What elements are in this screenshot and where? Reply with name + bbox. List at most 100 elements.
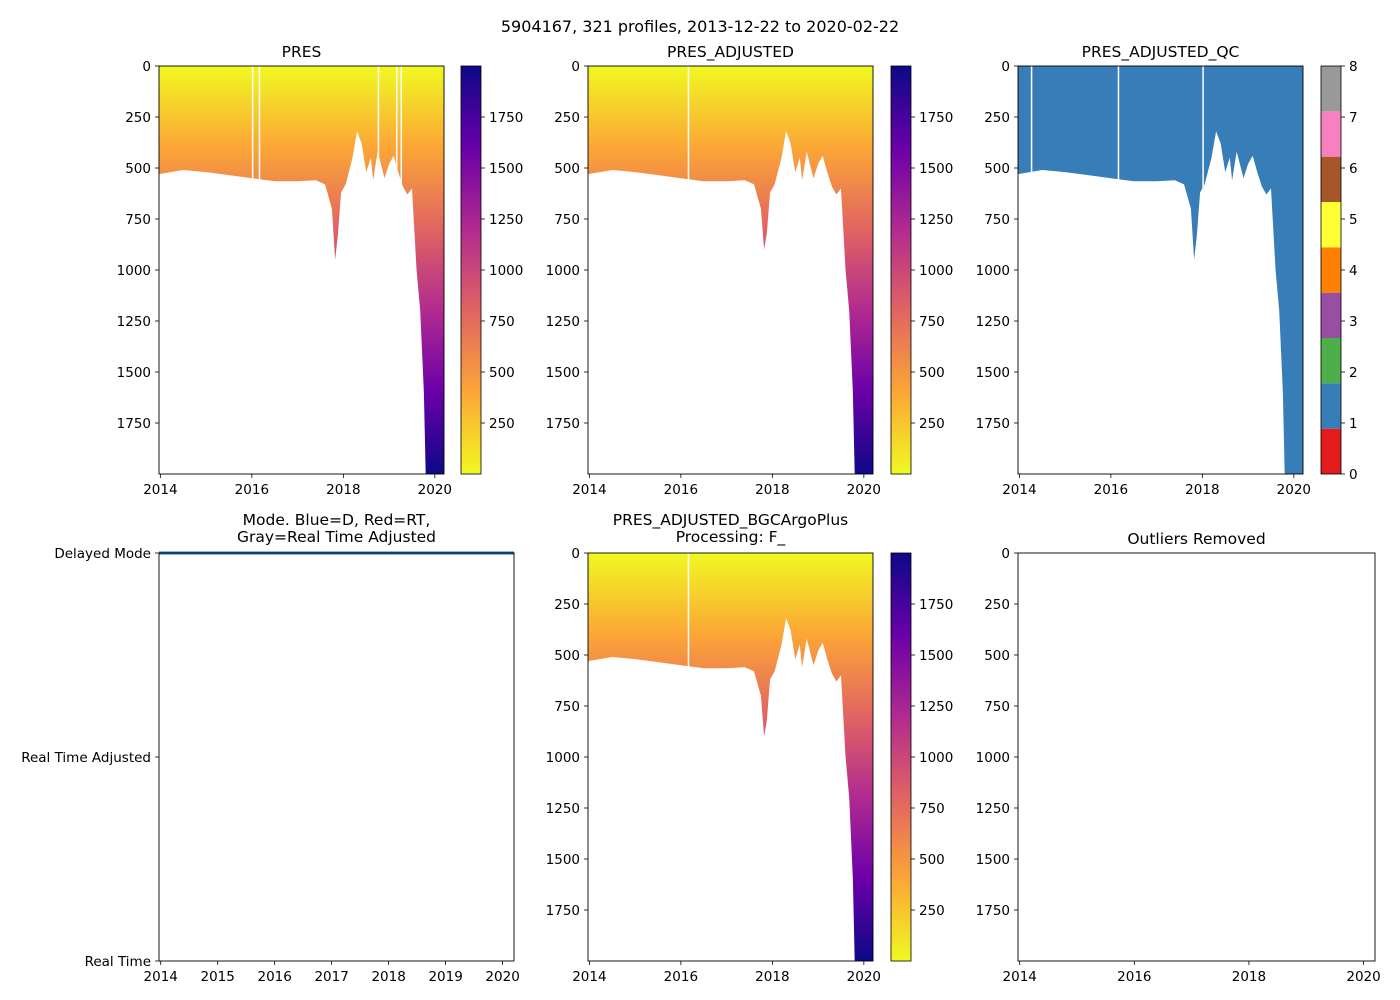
y-tick-label: 0	[1001, 546, 1010, 562]
x-tick-label: 2016	[257, 969, 291, 985]
panel-outliers-removed: Outliers Removed 0 250 500 750 1000 1250 1500 17…	[976, 530, 1381, 985]
x-tick-label: 2016	[664, 482, 698, 498]
y-tick-label: 1000	[976, 263, 1010, 279]
x-tick-label: 2016	[1094, 482, 1128, 498]
plot-content	[588, 553, 873, 961]
data-gap	[1202, 66, 1204, 201]
y-tick-label: Real Time Adjusted	[21, 750, 151, 766]
x-tick-label: 2018	[1232, 969, 1266, 985]
x-tick-label: 2014	[572, 482, 606, 498]
colorbar-tick-label: 4	[1349, 263, 1358, 279]
colorbar-tick-label: 250	[919, 903, 945, 919]
colorbar-tick-label: 8	[1349, 59, 1358, 75]
colorbar-segment	[1321, 247, 1341, 293]
y-tick-label: 1000	[546, 263, 580, 279]
axes-frame	[587, 65, 874, 475]
data-gap	[687, 66, 690, 201]
x-tick-label: 2018	[755, 482, 789, 498]
y-tick-label: Delayed Mode	[54, 546, 151, 562]
colorbar-tick-label: 1500	[919, 161, 953, 177]
y-tick-label: 1000	[117, 263, 151, 279]
y-tick-label: 1750	[546, 903, 580, 919]
data-gap	[395, 66, 398, 201]
figure-title: 5904167, 321 profiles, 2013-12-22 to 202…	[501, 17, 899, 36]
data-fill-region	[588, 66, 873, 474]
colorbar-tick-label: 500	[919, 365, 945, 381]
data-gap	[687, 553, 690, 688]
y-tick-label: 250	[554, 110, 580, 126]
colorbar-tick-label: 1750	[919, 110, 953, 126]
colorbar-segment	[1321, 383, 1341, 429]
panel-title: PRES_ADJUSTED_QC	[1082, 43, 1240, 62]
panel-title-line: Mode. Blue=D, Red=RT,	[243, 511, 431, 529]
x-tick-label: 2016	[1117, 969, 1151, 985]
y-tick-label: 1750	[976, 416, 1010, 432]
data-gap	[400, 66, 403, 201]
colorbar-tick-label: 1250	[919, 699, 953, 715]
colorbar-segment	[1321, 428, 1341, 474]
y-tick-label: 1250	[976, 801, 1010, 817]
axes-frame	[1017, 552, 1376, 962]
y-tick-label: 1250	[117, 314, 151, 330]
panel-title-line: Processing: F_	[676, 528, 786, 547]
colorbar-tick-label: 250	[489, 416, 515, 432]
colorbar-tick-label: 1	[1349, 416, 1358, 432]
x-tick-label: 2016	[235, 482, 269, 498]
colorbar-tick-label: 500	[489, 365, 515, 381]
y-tick-label: 250	[984, 110, 1010, 126]
colorbar-tick-label: 3	[1349, 314, 1358, 330]
x-tick-label: 2017	[314, 969, 348, 985]
y-tick-label: 250	[984, 597, 1010, 613]
y-tick-label: 500	[984, 648, 1010, 664]
y-tick-label: 1500	[546, 365, 580, 381]
colorbar-tick-label: 750	[919, 801, 945, 817]
data-fill-region	[588, 553, 873, 961]
colorbar-tick-label: 750	[489, 314, 515, 330]
colorbar-tick-label: 1750	[919, 597, 953, 613]
plot-content	[159, 66, 444, 474]
colorbar-tick-label: 1500	[489, 161, 523, 177]
y-tick-label: 1500	[976, 365, 1010, 381]
data-gap	[258, 66, 261, 201]
x-tick-label: 2014	[143, 482, 177, 498]
y-tick-label: 750	[554, 212, 580, 228]
colorbar-tick-label: 0	[1349, 467, 1358, 483]
data-gap	[1030, 66, 1033, 201]
x-tick-label: 2014	[572, 969, 606, 985]
colorbar-tick-label: 1500	[919, 648, 953, 664]
colorbar-tick-label: 1750	[489, 110, 523, 126]
axes-frame	[158, 552, 515, 962]
y-tick-label: 500	[125, 161, 151, 177]
x-tick-label: 2016	[664, 969, 698, 985]
x-tick-label: 2018	[371, 969, 405, 985]
colorbar-tick-label: 5	[1349, 212, 1358, 228]
panel-title-line: Gray=Real Time Adjusted	[237, 528, 436, 546]
y-tick-label: 1750	[117, 416, 151, 432]
colorbar-segment	[1321, 292, 1341, 338]
y-tick-label: 1000	[546, 750, 580, 766]
colorbar-segment	[1321, 111, 1341, 157]
colorbar-segment	[1321, 156, 1341, 202]
colorbar-tick-label: 1000	[489, 263, 523, 279]
y-tick-label: Real Time	[85, 954, 151, 970]
colorbar	[890, 552, 912, 962]
x-tick-label: 2020	[847, 482, 881, 498]
y-tick-label: 1250	[976, 314, 1010, 330]
x-tick-label: 2020	[1346, 969, 1380, 985]
y-tick-label: 500	[984, 161, 1010, 177]
y-tick-label: 1000	[976, 750, 1010, 766]
y-tick-label: 1500	[546, 852, 580, 868]
y-tick-label: 0	[571, 546, 580, 562]
colorbar-tick-label: 1250	[489, 212, 523, 228]
colorbar-tick-label: 1000	[919, 263, 953, 279]
y-tick-label: 1500	[976, 852, 1010, 868]
x-tick-label: 2015	[201, 969, 235, 985]
y-tick-label: 500	[554, 648, 580, 664]
data-gap	[1117, 66, 1120, 201]
x-tick-label: 2020	[418, 482, 452, 498]
panel-pres-adjusted: PRES_ADJUSTED 0 250 500 750 1000 1250 1500 1750 2…	[546, 43, 954, 498]
x-tick-label: 2018	[755, 969, 789, 985]
colorbar-tick-label: 2	[1349, 365, 1358, 381]
